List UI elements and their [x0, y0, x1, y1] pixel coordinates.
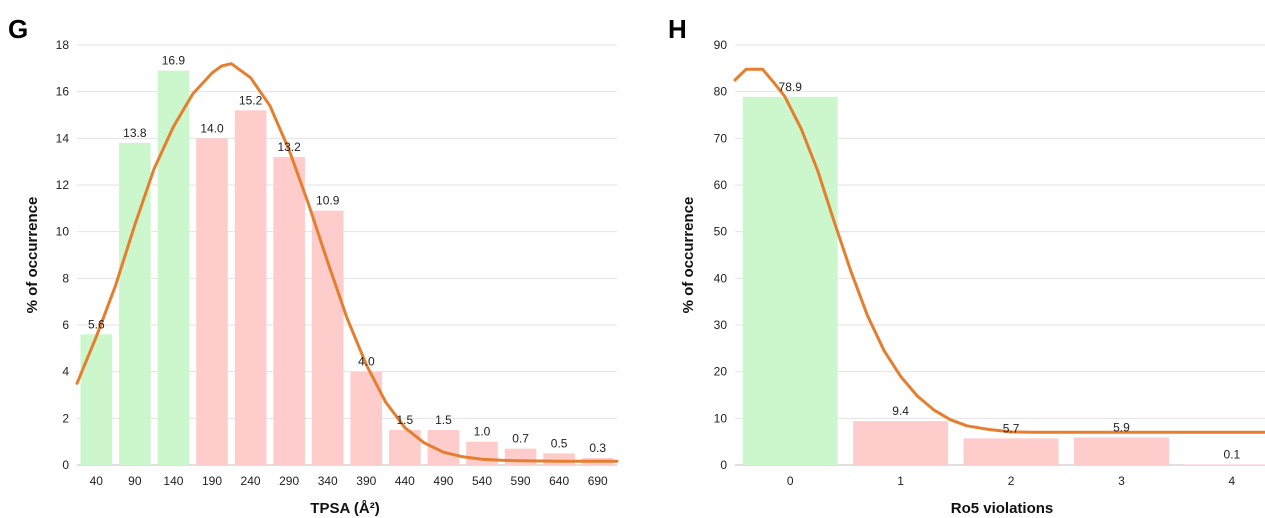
- data-label: 13.2: [277, 140, 301, 154]
- y-tick-label: 50: [714, 225, 728, 239]
- y-tick-label: 0: [62, 458, 69, 472]
- x-ticks-h: 0 1 2 3 4: [787, 474, 1236, 488]
- x-axis-label-h: Ro5 violations: [951, 500, 1054, 517]
- chart-h: H % of occurrence Ro5 violations 78.9 9.4…: [668, 14, 1265, 517]
- data-labels-g: 5.6 13.8 16.9 14.0 15.2 13.2 10.9 4.0 1.5 1.5 1.0 0…: [88, 54, 606, 455]
- data-label: 78.9: [779, 80, 803, 94]
- bars-h: [742, 96, 1265, 466]
- x-tick-label: 590: [511, 474, 531, 488]
- x-ticks-g: 40 90 140 190 240 290 340 390 440 490 540 590 640 690: [90, 474, 608, 488]
- x-tick-label: 1: [897, 474, 904, 488]
- x-tick-label: 390: [356, 474, 376, 488]
- x-axis-label-g: TPSA (Å²): [310, 500, 379, 517]
- y-tick-label: 40: [714, 271, 728, 285]
- x-tick-label: 440: [395, 474, 415, 488]
- bar: [311, 210, 344, 465]
- y-tick-label: 4: [62, 365, 69, 379]
- data-label: 1.5: [397, 413, 414, 427]
- bar: [1073, 437, 1169, 465]
- y-tick-label: 20: [714, 365, 728, 379]
- bar: [80, 334, 113, 465]
- chart-g: G % of occurrence TPSA (Å²) 5.6 13.8 16.9 1…: [8, 14, 619, 517]
- data-label: 0.5: [551, 436, 568, 450]
- x-tick-label: 490: [433, 474, 453, 488]
- data-label: 9.4: [892, 404, 909, 418]
- data-label: 14.0: [200, 121, 224, 135]
- y-tick-label: 0: [720, 458, 727, 472]
- x-tick-label: 240: [241, 474, 261, 488]
- trend-curve: [733, 67, 1265, 434]
- x-tick-label: 190: [202, 474, 222, 488]
- bar: [853, 421, 949, 465]
- x-tick-label: 4: [1229, 474, 1236, 488]
- y-tick-label: 30: [714, 318, 728, 332]
- x-tick-label: 340: [318, 474, 338, 488]
- bar: [157, 70, 190, 466]
- bar: [466, 441, 498, 465]
- x-tick-label: 90: [128, 474, 142, 488]
- x-tick-label: 290: [279, 474, 299, 488]
- y-tick-label: 18: [56, 38, 70, 52]
- data-label: 0.1: [1224, 448, 1241, 462]
- y-tick-label: 14: [56, 131, 70, 145]
- data-label: 4.0: [358, 355, 375, 369]
- y-ticks-g: 0 2 4 6 8 10 12 14 16 18: [56, 38, 70, 472]
- x-tick-label: 2: [1008, 474, 1015, 488]
- curve-h: [733, 67, 1265, 434]
- x-tick-label: 640: [549, 474, 569, 488]
- curve-g: [75, 62, 619, 463]
- x-tick-label: 0: [787, 474, 794, 488]
- y-tick-label: 12: [56, 178, 70, 192]
- bars-g: [80, 70, 614, 466]
- x-tick-label: 140: [163, 474, 183, 488]
- y-tick-label: 16: [56, 85, 70, 99]
- y-tick-label: 80: [714, 85, 728, 99]
- trend-curve: [75, 62, 619, 463]
- data-label: 1.5: [435, 413, 452, 427]
- bar: [504, 448, 537, 465]
- data-label: 10.9: [316, 194, 340, 208]
- x-tick-label: 40: [90, 474, 104, 488]
- data-label: 1.0: [474, 425, 491, 439]
- data-label: 5.9: [1113, 420, 1130, 434]
- panel-letter-h: H: [668, 14, 687, 44]
- bar: [234, 110, 267, 465]
- bar: [742, 96, 838, 466]
- data-labels-h: 78.9 9.4 5.7 5.9 0.1: [779, 80, 1241, 462]
- y-tick-label: 10: [714, 411, 728, 425]
- bar: [196, 138, 228, 466]
- data-label: 13.8: [123, 126, 147, 140]
- data-label: 0.7: [512, 432, 529, 446]
- y-tick-label: 10: [56, 225, 70, 239]
- x-tick-label: 3: [1118, 474, 1125, 488]
- y-ticks-h: 0 10 20 30 40 50 60 70 80 90: [714, 38, 728, 472]
- data-label: 0.3: [589, 441, 606, 455]
- bar: [963, 438, 1059, 465]
- y-tick-label: 8: [62, 271, 69, 285]
- y-axis-label-g: % of occurrence: [24, 197, 41, 314]
- data-label: 15.2: [239, 93, 263, 107]
- bar: [273, 157, 305, 465]
- y-tick-label: 2: [62, 411, 69, 425]
- y-tick-label: 70: [714, 131, 728, 145]
- bar: [543, 453, 575, 465]
- data-label: 5.6: [88, 317, 105, 331]
- data-label: 16.9: [162, 54, 186, 68]
- x-tick-label: 690: [588, 474, 608, 488]
- y-axis-label-h: % of occurrence: [680, 197, 697, 314]
- data-label: 5.7: [1003, 421, 1020, 435]
- y-tick-label: 60: [714, 178, 728, 192]
- y-tick-label: 6: [62, 318, 69, 332]
- panel-letter-g: G: [8, 14, 28, 44]
- y-tick-label: 90: [714, 38, 728, 52]
- x-tick-label: 540: [472, 474, 492, 488]
